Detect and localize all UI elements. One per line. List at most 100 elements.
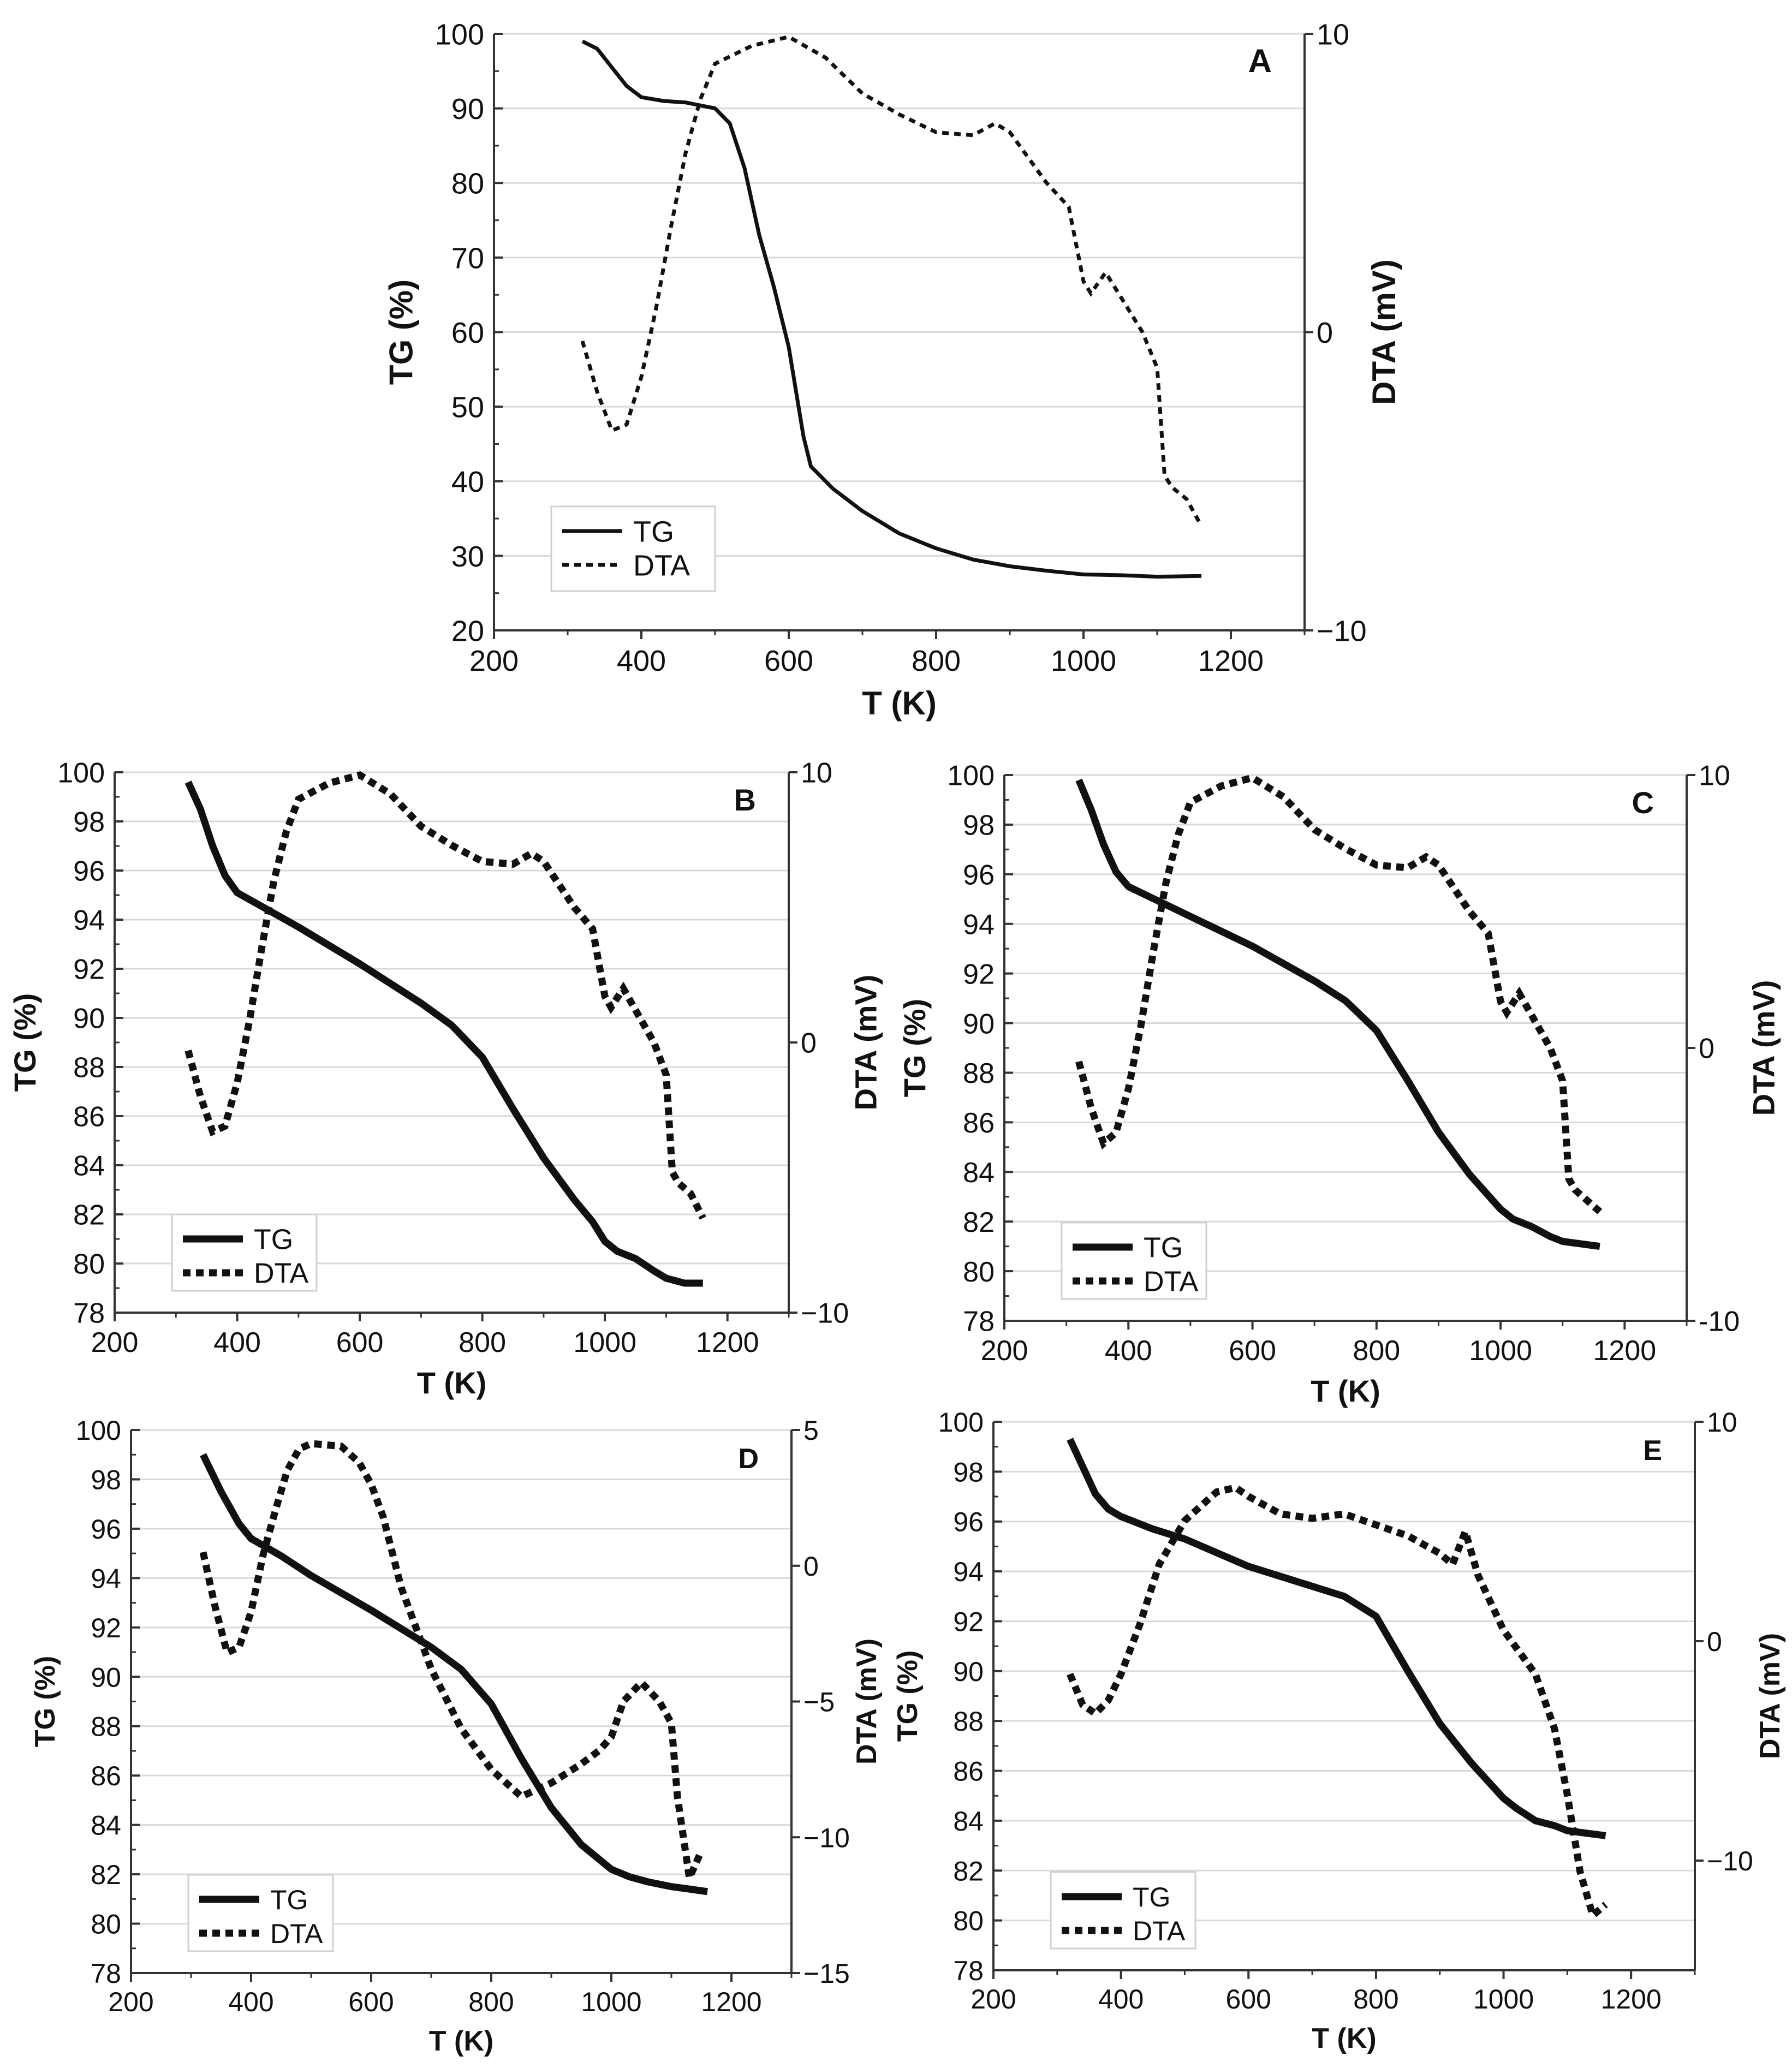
series-tg-line	[1067, 1438, 1606, 1839]
panel-label: A	[1248, 43, 1272, 79]
y-tick-label: 96	[963, 860, 995, 891]
x-tick-label: 600	[336, 1327, 384, 1358]
legend-label-dta: DTA	[270, 1918, 323, 1949]
y-tick-label: 80	[953, 1906, 984, 1936]
x-tick-label: 200	[469, 645, 519, 677]
y-tick-label: 90	[963, 1008, 995, 1040]
y2-tick-label: −15	[803, 1958, 850, 1989]
x-tick-label: 800	[459, 1327, 506, 1358]
y-tick-label: 90	[451, 93, 484, 126]
y-tick-label: 88	[953, 1706, 984, 1737]
legend-box	[187, 1874, 334, 1952]
y2-tick-label: −10	[1707, 1846, 1753, 1876]
y-tick-label: 96	[73, 856, 105, 887]
legend-box	[1050, 1871, 1196, 1950]
y2-axis-title: DTA (mV)	[1366, 259, 1402, 405]
y-tick-label: 100	[57, 758, 105, 789]
x-tick-label: 800	[468, 1987, 514, 2017]
y-tick-label: 84	[963, 1157, 995, 1189]
y2-tick-label: 0	[1317, 317, 1333, 349]
y-tick-label: 98	[91, 1464, 121, 1495]
legend-box	[171, 1213, 318, 1292]
x-axis-title: T (K)	[1312, 2023, 1376, 2054]
y-tick-label: 88	[73, 1052, 105, 1084]
y2-axis-title: DTA (mV)	[851, 1638, 883, 1765]
x-tick-label: 1200	[701, 1987, 761, 2017]
y2-tick-label: 10	[1699, 760, 1730, 792]
y-tick-label: 80	[963, 1256, 995, 1288]
y2-tick-label: −10	[801, 1298, 849, 1330]
y-tick-label: 86	[963, 1107, 995, 1139]
legend-label-dta: DTA	[633, 549, 690, 582]
y2-tick-label: 0	[803, 1551, 819, 1582]
y-tick-label: 82	[91, 1860, 121, 1890]
x-tick-label: 1000	[1473, 1984, 1534, 2015]
y-tick-label: 80	[73, 1249, 105, 1280]
x-tick-label: 1200	[1601, 1984, 1662, 2015]
y-tick-label: 82	[73, 1200, 105, 1231]
series-dta-line	[1075, 774, 1603, 1214]
y-tick-label: 90	[73, 1003, 105, 1035]
legend-label-tg: TG	[254, 1224, 293, 1256]
x-tick-label: 1200	[1593, 1335, 1657, 1367]
x-tick-label: 400	[228, 1987, 273, 2017]
x-tick-label: 800	[1353, 1335, 1400, 1367]
y-tick-label: 98	[963, 810, 995, 842]
y-tick-label: 98	[73, 807, 105, 838]
y-tick-label: 20	[451, 615, 484, 647]
x-tick-label: 1000	[573, 1327, 636, 1358]
legend-box	[550, 505, 716, 592]
panel-label: E	[1643, 1435, 1662, 1467]
legend-label-tg: TG	[1144, 1232, 1183, 1264]
y-tick-label: 84	[953, 1806, 984, 1837]
legend-label-tg: TG	[1133, 1882, 1170, 1912]
y-tick-label: 78	[73, 1298, 105, 1330]
x-axis-title: T (K)	[862, 685, 937, 722]
y-tick-label: 92	[91, 1613, 121, 1643]
y-tick-label: 100	[947, 760, 995, 792]
y-tick-label: 96	[953, 1507, 984, 1537]
series-tg-line	[1075, 778, 1600, 1250]
y-axis-title: TG (%)	[897, 999, 932, 1097]
y-tick-label: 78	[91, 1958, 121, 1989]
series-dta-line	[199, 1440, 705, 1891]
panel-label: B	[734, 783, 756, 817]
series-dta-line	[184, 771, 706, 1220]
y-tick-label: 60	[451, 317, 484, 349]
y-tick-label: 90	[91, 1662, 121, 1692]
x-axis-title: T (K)	[429, 2025, 493, 2057]
y2-tick-label: −5	[803, 1687, 835, 1718]
series-tg-line	[184, 780, 703, 1287]
y-tick-label: 96	[91, 1514, 121, 1545]
legend-label-dta: DTA	[1133, 1916, 1186, 1946]
series-dta-line	[1067, 1483, 1608, 1922]
y-tick-label: 94	[73, 905, 105, 937]
y2-tick-label: −10	[1317, 615, 1367, 647]
x-tick-label: 1000	[1469, 1335, 1532, 1367]
legend-box	[1061, 1221, 1207, 1300]
legend-label-tg: TG	[633, 515, 674, 548]
y-tick-label: 30	[451, 540, 484, 573]
y-tick-label: 92	[73, 954, 105, 986]
x-tick-label: 200	[108, 1987, 153, 2017]
y-tick-label: 84	[73, 1151, 105, 1182]
x-tick-label: 400	[1105, 1335, 1152, 1367]
y-tick-label: 78	[963, 1306, 995, 1338]
panel-label: C	[1632, 785, 1654, 820]
y2-axis-title: DTA (mV)	[1754, 1633, 1786, 1759]
legend-label-tg: TG	[270, 1885, 308, 1915]
x-tick-label: 400	[213, 1327, 261, 1358]
x-axis-title: T (K)	[417, 1366, 487, 1400]
y-tick-label: 86	[953, 1756, 984, 1787]
y-tick-label: 90	[953, 1656, 984, 1687]
y-tick-label: 94	[953, 1557, 984, 1587]
y-tick-label: 78	[953, 1956, 984, 1986]
y2-axis-title: DTA (mV)	[1746, 980, 1781, 1116]
series-tg-line	[581, 39, 1202, 579]
y2-tick-label: 10	[801, 758, 832, 789]
y-tick-label: 84	[91, 1810, 121, 1841]
legend-label-dta: DTA	[1144, 1266, 1198, 1298]
